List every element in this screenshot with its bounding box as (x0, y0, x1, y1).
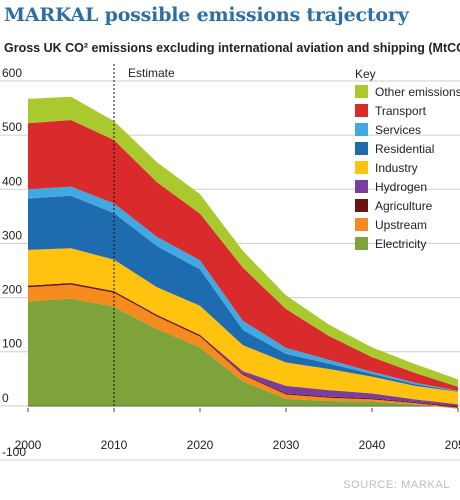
legend-swatch-agriculture (355, 199, 368, 212)
area-residential (28, 195, 458, 392)
area-transport (28, 119, 458, 391)
x-tick-label: 2050 (445, 438, 460, 452)
chart-subtitle: Gross UK CO² emissions excluding interna… (4, 41, 460, 55)
legend-label-services: Services (375, 123, 421, 137)
legend-label-upstream: Upstream (375, 218, 427, 232)
legend-label-transport: Transport (375, 104, 427, 118)
legend-swatch-industry (355, 161, 368, 174)
area-industry (28, 248, 458, 405)
legend-swatch-hydrogen (355, 180, 368, 193)
y-tick-label: 500 (2, 120, 22, 134)
legend-swatch-electricity (355, 237, 368, 250)
legend-label-other-emissions: Other emissions (375, 85, 460, 99)
x-tick-label: 2000 (15, 438, 42, 452)
y-tick-label: 600 (2, 66, 22, 80)
legend-swatch-services (355, 123, 368, 136)
legend-label-hydrogen: Hydrogen (375, 180, 427, 194)
legend-label-residential: Residential (375, 142, 434, 156)
legend-title: Key (355, 67, 376, 81)
y-tick-label: 400 (2, 174, 22, 188)
estimate-annotation: Estimate (113, 64, 175, 406)
area-upstream (28, 284, 458, 409)
y-axis: 600 500 400 300 200 100 0 -100 (2, 66, 26, 459)
y-tick-label: 300 (2, 228, 22, 242)
x-axis: 2000 2010 2020 2030 2040 2050 (15, 407, 460, 452)
y-tick-label: 0 (2, 391, 9, 405)
legend: Key Other emissions Transport Services Resid… (355, 67, 460, 251)
legend-label-electricity: Electricity (375, 237, 426, 251)
legend-swatch-upstream (355, 218, 368, 231)
x-tick-label: 2040 (359, 438, 386, 452)
source-note: SOURCE: MARKAL (343, 479, 450, 491)
y-tick-label: 100 (2, 337, 22, 351)
x-tick-label: 2030 (273, 438, 300, 452)
legend-label-agriculture: Agriculture (375, 199, 433, 213)
legend-swatch-other-emissions (355, 85, 368, 98)
y-tick-label: -100 (2, 445, 26, 459)
y-tick-label: 200 (2, 283, 22, 297)
legend-swatch-residential (355, 142, 368, 155)
x-tick-label: 2010 (101, 438, 128, 452)
estimate-label: Estimate (128, 66, 175, 80)
legend-swatch-transport (355, 104, 368, 117)
chart-title: MARKAL possible emissions trajectory (4, 4, 409, 26)
legend-label-industry: Industry (375, 161, 418, 175)
area-series-group (28, 96, 458, 409)
area-electricity (28, 298, 458, 409)
x-tick-label: 2020 (187, 438, 214, 452)
